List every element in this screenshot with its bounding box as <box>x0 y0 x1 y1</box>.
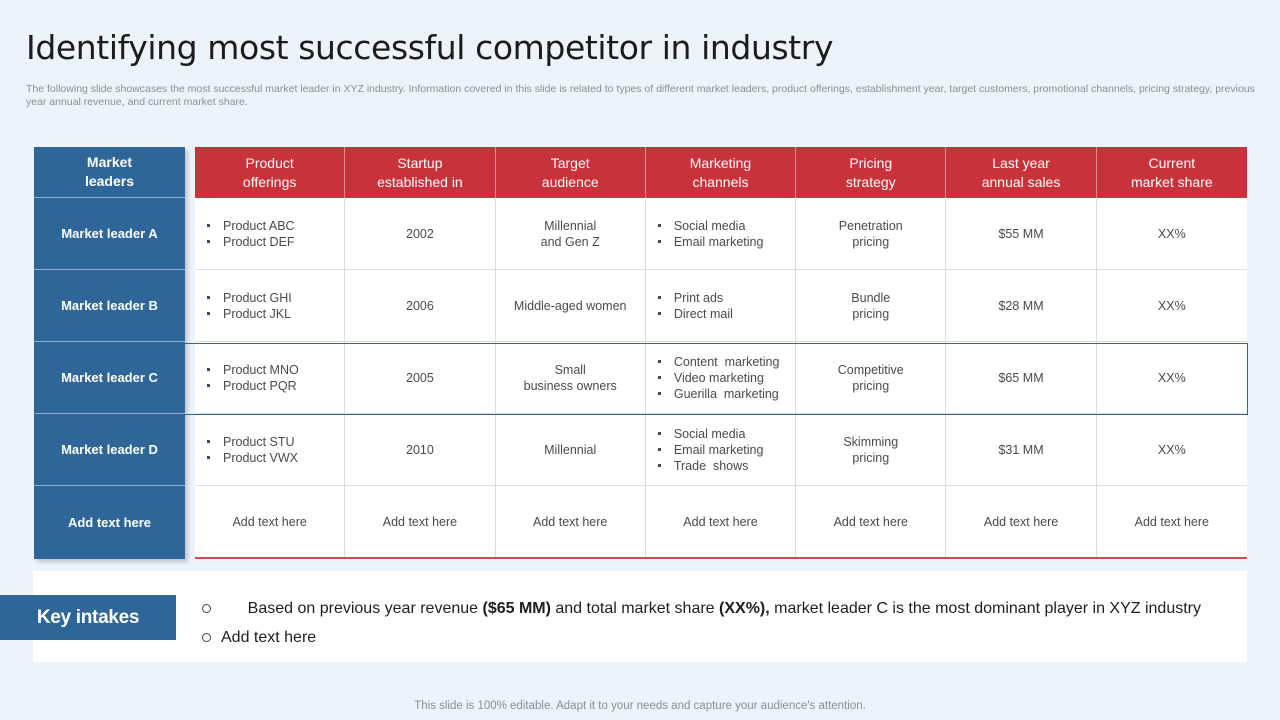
table-cell: Add text here <box>345 486 496 557</box>
list-item: Social media <box>656 426 764 442</box>
column-header: Current market share <box>1130 154 1213 190</box>
established-cell: 2010 <box>345 414 496 485</box>
list-item: Social media <box>656 218 764 234</box>
marketing-channels-cell: Content marketing Video marketing Guerilla… <box>646 342 797 413</box>
key-intake-point: Add text here <box>202 623 1201 652</box>
table-cell: Add text here <box>195 486 346 557</box>
market-share-cell: XX% <box>1157 298 1186 313</box>
marketing-channels-cell: Social media Email marketing Trade shows <box>646 414 797 485</box>
key-intakes-label: Key intakes <box>0 595 176 640</box>
column-header: Target audience <box>496 147 646 198</box>
pricing-strategy-cell: Competitive pricing <box>796 342 947 413</box>
table-header-row: Product offerings Startup established in… <box>195 147 1247 198</box>
pricing-strategy-cell: Bundle pricing <box>796 270 947 341</box>
annual-sales-cell: $31 MM <box>946 414 1097 485</box>
leader-c-label: Market leader C <box>34 342 185 414</box>
product-offerings-cell: Product STU Product VWX <box>195 414 346 485</box>
table-cell: Add text here <box>1134 514 1209 529</box>
key-intakes-list: Based on previous year revenue ($65 MM) … <box>202 594 1201 652</box>
circle-bullet-icon <box>202 633 211 642</box>
table-row: Product MNO Product PQR 2005 Small business… <box>195 342 1247 414</box>
table-cell: Add text here <box>946 486 1097 557</box>
established-cell: 2005 <box>345 342 496 413</box>
list-item: Product VWX <box>205 450 298 466</box>
target-audience-cell: Middle-aged women <box>496 270 646 341</box>
leader-a-label: Market leader A <box>34 198 185 270</box>
table-row: Product ABC Product DEF 2002 Millennial and… <box>195 198 1247 270</box>
pricing-strategy-cell: Skimming pricing <box>796 414 947 485</box>
list-item: Product ABC <box>205 218 295 234</box>
list-item: Video marketing <box>656 370 780 386</box>
market-share-cell: XX% <box>1157 370 1186 385</box>
annual-sales-cell: $55 MM <box>946 198 1097 269</box>
page-subtitle: The following slide showcases the most s… <box>26 83 1255 108</box>
column-header: Pricing strategy <box>796 147 947 198</box>
table-cell: Add text here <box>496 486 646 557</box>
list-item: Email marketing <box>656 442 763 458</box>
column-header: Marketing channels <box>646 147 797 198</box>
comparison-table: Product offerings Startup established in… <box>195 147 1247 559</box>
list-item: Product JKL <box>205 306 292 322</box>
list-item: Print ads <box>656 290 733 306</box>
leaders-header: Market leaders <box>34 147 185 198</box>
target-audience-cell: Millennial and Gen Z <box>496 198 646 269</box>
footer-note: This slide is 100% editable. Adapt it to… <box>414 700 866 712</box>
leader-placeholder-label: Add text here <box>67 514 152 530</box>
key-intakes-panel <box>33 571 1247 662</box>
column-header: Last year annual sales <box>946 147 1097 198</box>
list-item: Product DEF <box>205 234 295 250</box>
table-cell: Add text here <box>646 486 797 557</box>
key-intake-point: Based on previous year revenue ($65 MM) … <box>202 594 1201 623</box>
list-item: Direct mail <box>656 306 733 322</box>
annual-sales-cell: $65 MM <box>946 342 1097 413</box>
leader-b-label: Market leader B <box>34 270 185 342</box>
column-header: Startup established in <box>345 147 496 198</box>
pricing-strategy-cell: Penetration pricing <box>796 198 947 269</box>
target-audience-cell: Millennial <box>496 414 646 485</box>
leader-d-label: Market leader D <box>34 414 185 486</box>
product-offerings-cell: Product GHI Product JKL <box>195 270 346 341</box>
table-row: Product GHI Product JKL 2006 Middle-aged wo… <box>195 270 1247 342</box>
list-item: Product MNO <box>205 362 299 378</box>
target-audience-cell: Small business owners <box>496 342 646 413</box>
established-cell: 2006 <box>345 270 496 341</box>
market-share-cell: XX% <box>1157 442 1186 457</box>
product-offerings-cell: Product MNO Product PQR <box>195 342 346 413</box>
market-leaders-column: Market leaders Market leader A Market le… <box>34 147 185 559</box>
column-header: Product offerings <box>195 147 346 198</box>
table-cell: Add text here <box>796 486 947 557</box>
table-row-placeholder: Add text here Add text here Add text her… <box>195 486 1247 557</box>
list-item: Product GHI <box>205 290 292 306</box>
circle-bullet-icon <box>202 604 211 613</box>
list-item: Content marketing <box>656 354 779 370</box>
list-item: Product STU <box>205 434 298 450</box>
table-row: Product STU Product VWX 2010 Millennial Soci… <box>195 414 1247 486</box>
list-item: Product PQR <box>205 378 299 394</box>
product-offerings-cell: Product ABC Product DEF <box>195 198 346 269</box>
page-title: Identifying most successful competitor i… <box>26 28 834 67</box>
market-share-cell: XX% <box>1157 226 1186 241</box>
list-item: Trade shows <box>656 458 764 474</box>
marketing-channels-cell: Social media Email marketing <box>646 198 797 269</box>
marketing-channels-cell: Print ads Direct mail <box>646 270 797 341</box>
annual-sales-cell: $28 MM <box>946 270 1097 341</box>
list-item: Email marketing <box>656 234 763 250</box>
list-item: Guerilla marketing <box>656 386 780 402</box>
established-cell: 2002 <box>345 198 496 269</box>
